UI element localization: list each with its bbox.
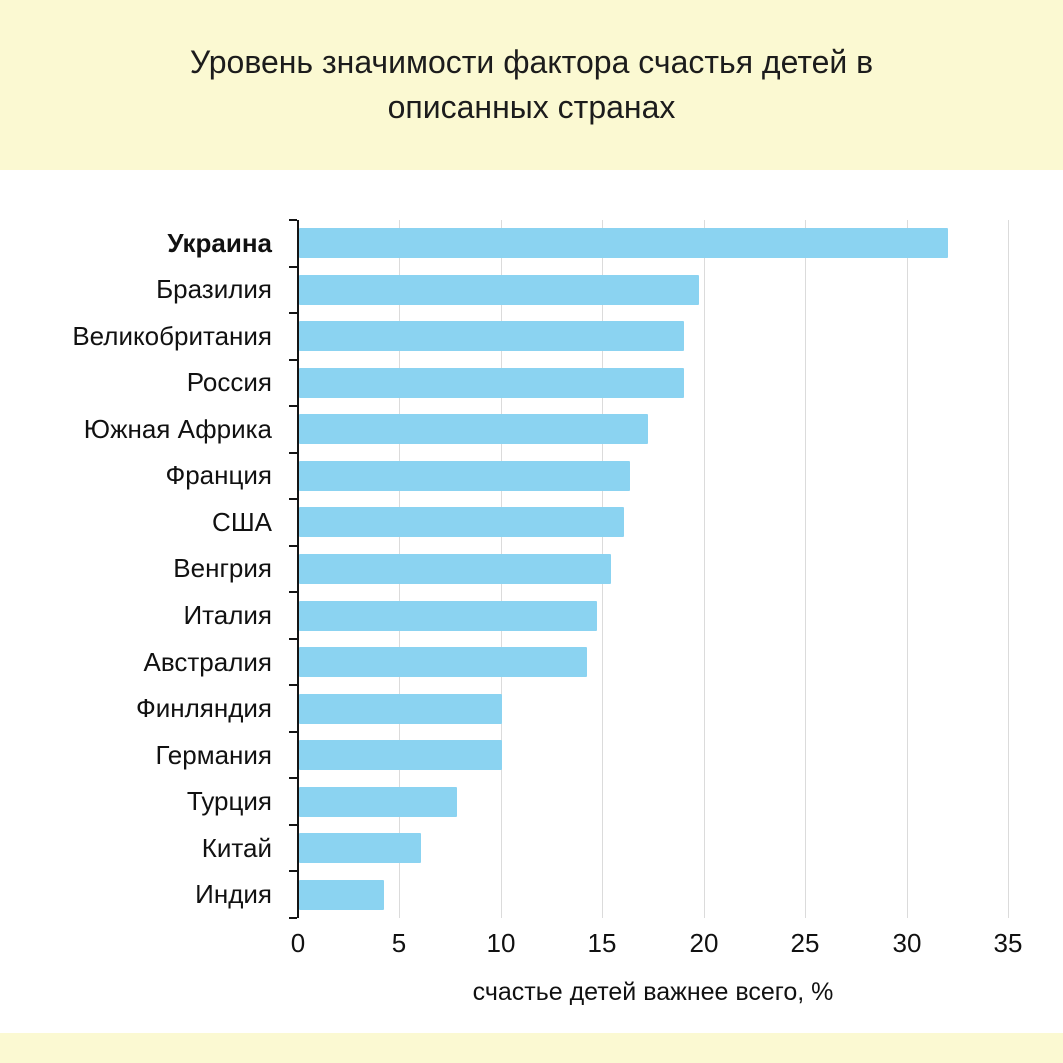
footer-band bbox=[0, 1033, 1063, 1063]
bar bbox=[299, 414, 648, 445]
x-tick-label: 25 bbox=[790, 928, 820, 958]
y-axis-tick bbox=[289, 545, 297, 547]
bar bbox=[299, 740, 502, 771]
x-tick-label: 35 bbox=[993, 928, 1023, 958]
y-axis-tick bbox=[289, 591, 297, 593]
category-label: Франция bbox=[165, 460, 272, 491]
chart-title: Уровень значимости фактора счастья детей… bbox=[189, 44, 874, 125]
y-axis-tick bbox=[289, 498, 297, 500]
gridline bbox=[1008, 220, 1009, 918]
bar bbox=[299, 647, 588, 678]
header-band: Уровень значимости фактора счастья детей… bbox=[0, 0, 1063, 170]
gridline bbox=[907, 220, 908, 918]
y-axis-tick bbox=[289, 777, 297, 779]
x-tick-label: 10 bbox=[486, 928, 516, 958]
y-axis-tick bbox=[289, 684, 297, 686]
category-label: Италия bbox=[183, 600, 272, 631]
bar bbox=[299, 786, 458, 817]
gridline bbox=[704, 220, 705, 918]
bar bbox=[299, 879, 385, 910]
y-axis-tick bbox=[289, 219, 297, 221]
y-axis-line bbox=[297, 220, 299, 918]
y-axis-tick bbox=[289, 452, 297, 454]
category-label: Венгрия bbox=[173, 553, 272, 584]
y-axis-tick bbox=[289, 312, 297, 314]
category-label: Австралия bbox=[143, 646, 272, 677]
category-label: Украина bbox=[167, 227, 272, 258]
y-axis-tick bbox=[289, 870, 297, 872]
y-axis-tick bbox=[289, 266, 297, 268]
bar bbox=[299, 833, 421, 864]
x-tick-labels: 0 5 10 15 20 25 30 35 bbox=[291, 928, 1023, 964]
x-tick-label: 20 bbox=[689, 928, 719, 958]
y-axis-tick bbox=[289, 731, 297, 733]
bar bbox=[299, 367, 685, 398]
category-label: Финляндия bbox=[135, 693, 272, 724]
y-axis-tick bbox=[289, 405, 297, 407]
category-labels: Украина Бразилия Великобритания Россия Южная… bbox=[0, 220, 272, 918]
x-axis-label: счастье детей важнее всего, % bbox=[472, 978, 834, 1006]
bar bbox=[299, 460, 630, 491]
category-label: Южная Африка bbox=[83, 413, 272, 444]
y-axis-tick bbox=[289, 824, 297, 826]
category-label: Китай bbox=[201, 832, 272, 863]
x-tick-label: 15 bbox=[587, 928, 617, 958]
bar bbox=[299, 554, 612, 584]
bar bbox=[299, 693, 502, 724]
category-label: США bbox=[212, 506, 272, 537]
plot-area bbox=[289, 219, 1009, 919]
category-label: Бразилия bbox=[156, 274, 272, 305]
category-label: Турция bbox=[186, 786, 272, 817]
y-axis-tick bbox=[289, 917, 297, 919]
category-label: Великобритания bbox=[72, 320, 272, 351]
y-axis-tick bbox=[289, 638, 297, 640]
bar bbox=[299, 507, 624, 538]
bar bbox=[299, 228, 949, 259]
gridline bbox=[805, 220, 806, 918]
category-label: Индия bbox=[195, 879, 272, 910]
x-tick-label: 5 bbox=[391, 928, 407, 958]
bar bbox=[299, 600, 598, 631]
x-tick-label: 0 bbox=[290, 928, 306, 958]
category-label: Россия bbox=[186, 367, 272, 398]
bar bbox=[299, 321, 685, 352]
x-tick-label: 30 bbox=[892, 928, 922, 958]
y-axis-tick bbox=[289, 359, 297, 361]
category-label: Германия bbox=[155, 739, 272, 770]
bar bbox=[299, 274, 699, 305]
